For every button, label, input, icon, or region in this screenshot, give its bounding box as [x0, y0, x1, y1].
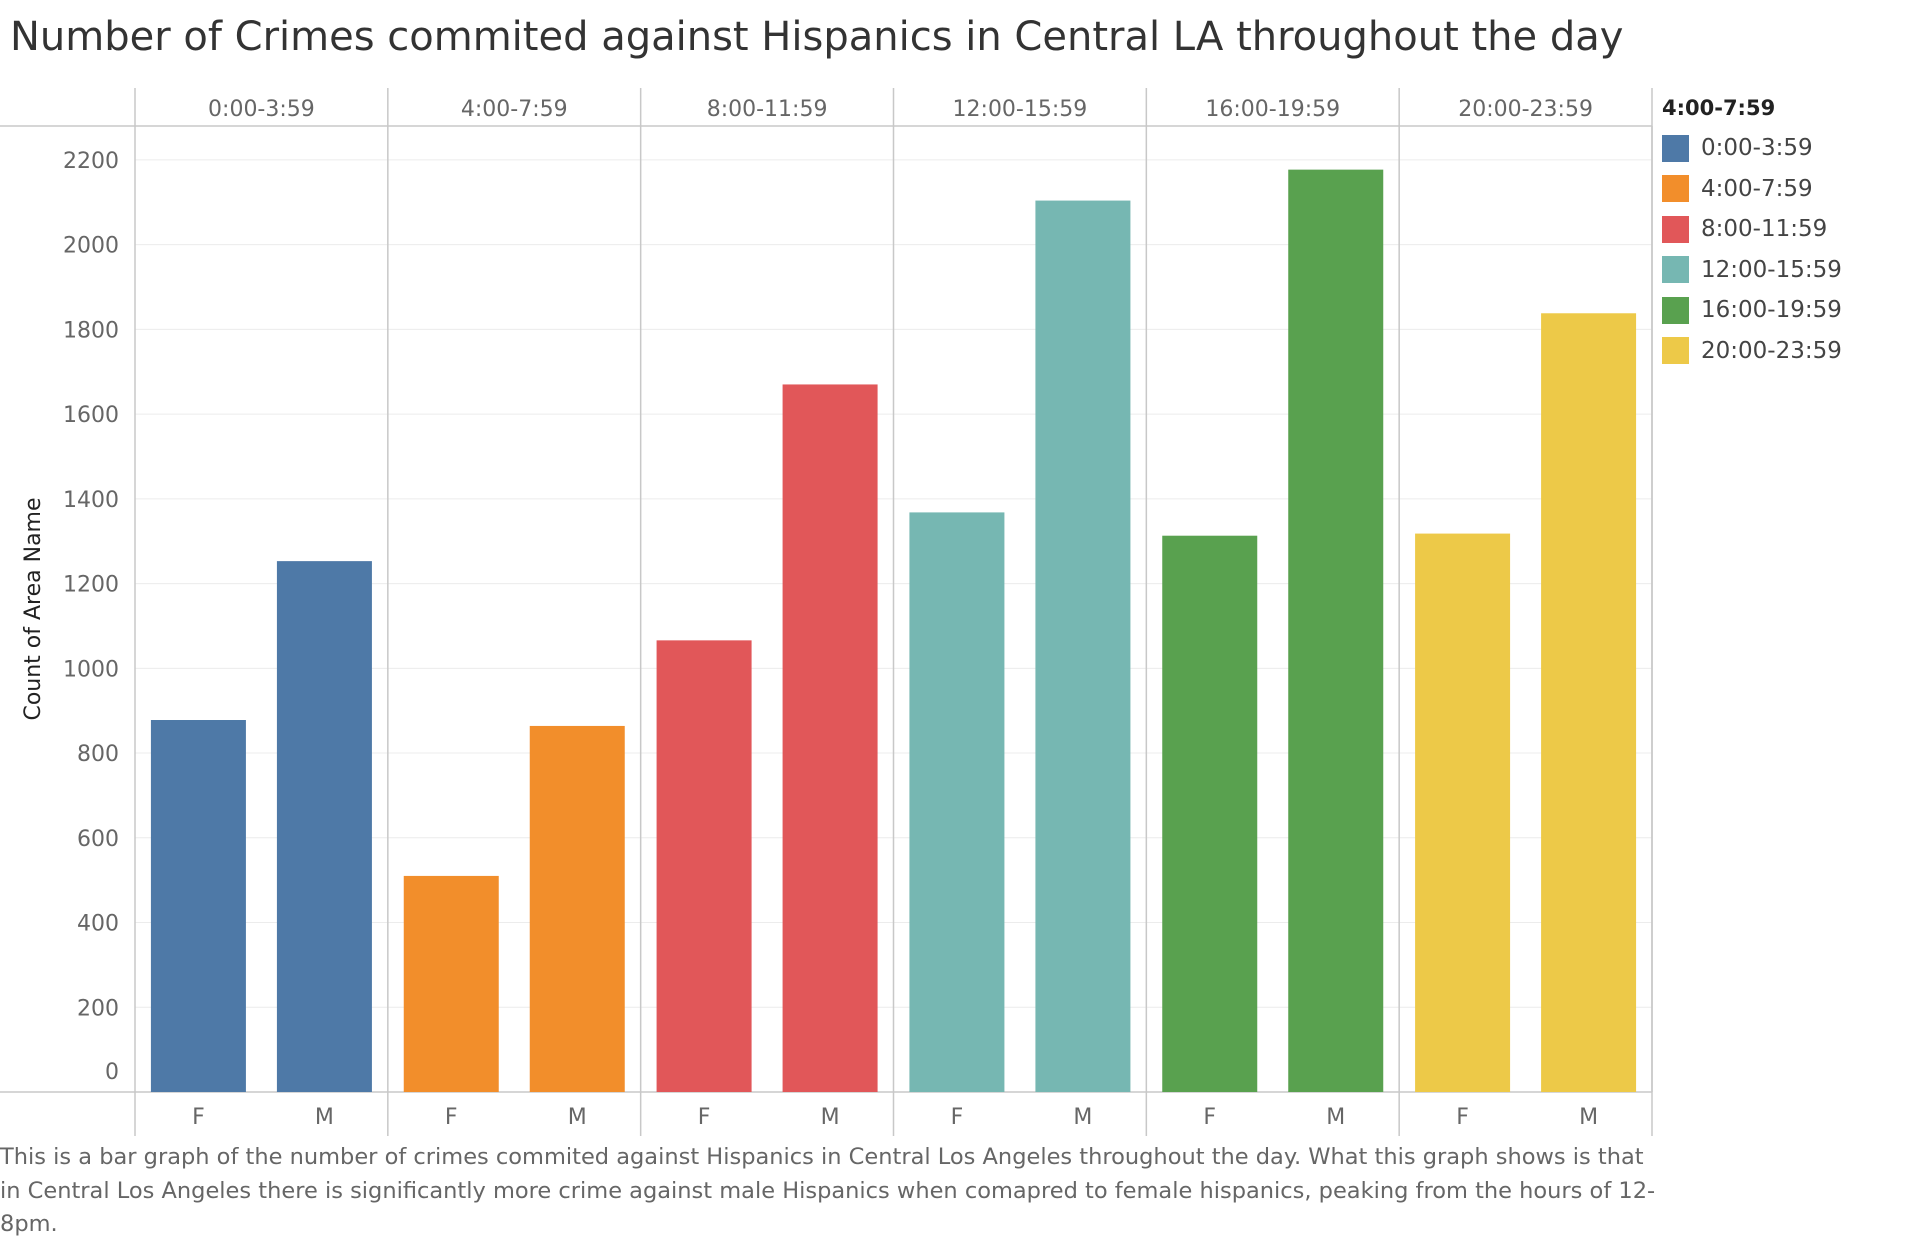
legend-item[interactable]: 12:00-15:59 [1662, 250, 1912, 291]
legend-swatch [1662, 134, 1689, 162]
legend-items: 0:00-3:59 4:00-7:59 8:00-11:59 12:00-15:59 1… [1662, 128, 1912, 371]
chart-title: Number of Crimes commited against Hispan… [10, 14, 1624, 60]
legend-swatch [1662, 215, 1689, 243]
legend: 4:00-7:59 0:00-3:59 4:00-7:59 8:00-11:59 12… [1662, 96, 1912, 371]
panel-header: 4:00-7:59 [461, 97, 568, 122]
y-tick-label: 1000 [63, 657, 119, 682]
bar [150, 720, 246, 1092]
legend-item[interactable]: 4:00-7:59 [1662, 169, 1912, 210]
bar [656, 640, 752, 1092]
legend-label: 8:00-11:59 [1701, 216, 1828, 243]
y-tick-label: 0 [105, 1060, 119, 1085]
legend-swatch [1662, 296, 1689, 324]
legend-label: 20:00-23:59 [1701, 337, 1842, 364]
x-tick-label: M [821, 1105, 840, 1130]
bar [1541, 313, 1637, 1092]
y-axis-title: Count of Area Name [21, 497, 46, 720]
legend-swatch [1662, 175, 1689, 203]
x-tick-label: M [568, 1105, 587, 1130]
bar [782, 384, 878, 1092]
x-tick-label: M [1579, 1105, 1598, 1130]
bar [1415, 533, 1511, 1092]
y-tick-label: 400 [77, 912, 119, 937]
bar-chart: 0 200 400 600 800 1000 1200 1400 1600 1800 2000 220… [0, 88, 1653, 1136]
y-tick-label: 200 [77, 996, 119, 1021]
panel-header: 12:00-15:59 [953, 97, 1088, 122]
x-tick-label: M [1073, 1105, 1092, 1130]
bar [1035, 200, 1131, 1092]
legend-label: 16:00-19:59 [1701, 297, 1842, 324]
x-tick-label: F [951, 1105, 964, 1130]
y-tick-label: 1600 [63, 403, 119, 428]
bar [1162, 535, 1258, 1092]
bar [403, 875, 499, 1092]
x-tick-label: F [445, 1105, 458, 1130]
x-tick-label: F [192, 1105, 205, 1130]
bar [529, 725, 625, 1092]
bar [909, 512, 1005, 1092]
bar [1288, 169, 1384, 1093]
legend-item[interactable]: 16:00-19:59 [1662, 290, 1912, 331]
y-tick-label: 800 [77, 742, 119, 767]
legend-item[interactable]: 0:00-3:59 [1662, 128, 1912, 169]
bar [276, 561, 372, 1092]
chart-caption: This is a bar graph of the number of cri… [0, 1144, 1656, 1237]
legend-item[interactable]: 8:00-11:59 [1662, 209, 1912, 250]
y-tick-label: 2000 [63, 234, 119, 259]
x-tick-label: F [1203, 1105, 1216, 1130]
x-tick-label: F [1456, 1105, 1469, 1130]
panel-header: 8:00-11:59 [707, 97, 828, 122]
y-tick-label: 1400 [63, 488, 119, 513]
panel-header: 16:00-19:59 [1205, 97, 1340, 122]
panel-header: 20:00-23:59 [1458, 97, 1593, 122]
legend-item[interactable]: 20:00-23:59 [1662, 331, 1912, 372]
x-tick-label: M [1326, 1105, 1345, 1130]
x-tick-label: F [698, 1105, 711, 1130]
y-tick-label: 600 [77, 827, 119, 852]
x-tick-label: M [315, 1105, 334, 1130]
panel-header: 0:00-3:59 [208, 97, 315, 122]
y-tick-label: 2200 [63, 149, 119, 174]
y-tick-label: 1800 [63, 318, 119, 343]
y-tick-label: 1200 [63, 573, 119, 598]
legend-title: 4:00-7:59 [1662, 96, 1776, 120]
legend-swatch [1662, 337, 1689, 365]
legend-label: 4:00-7:59 [1701, 175, 1813, 202]
legend-label: 0:00-3:59 [1701, 135, 1813, 162]
legend-label: 12:00-15:59 [1701, 256, 1842, 283]
legend-swatch [1662, 256, 1689, 284]
